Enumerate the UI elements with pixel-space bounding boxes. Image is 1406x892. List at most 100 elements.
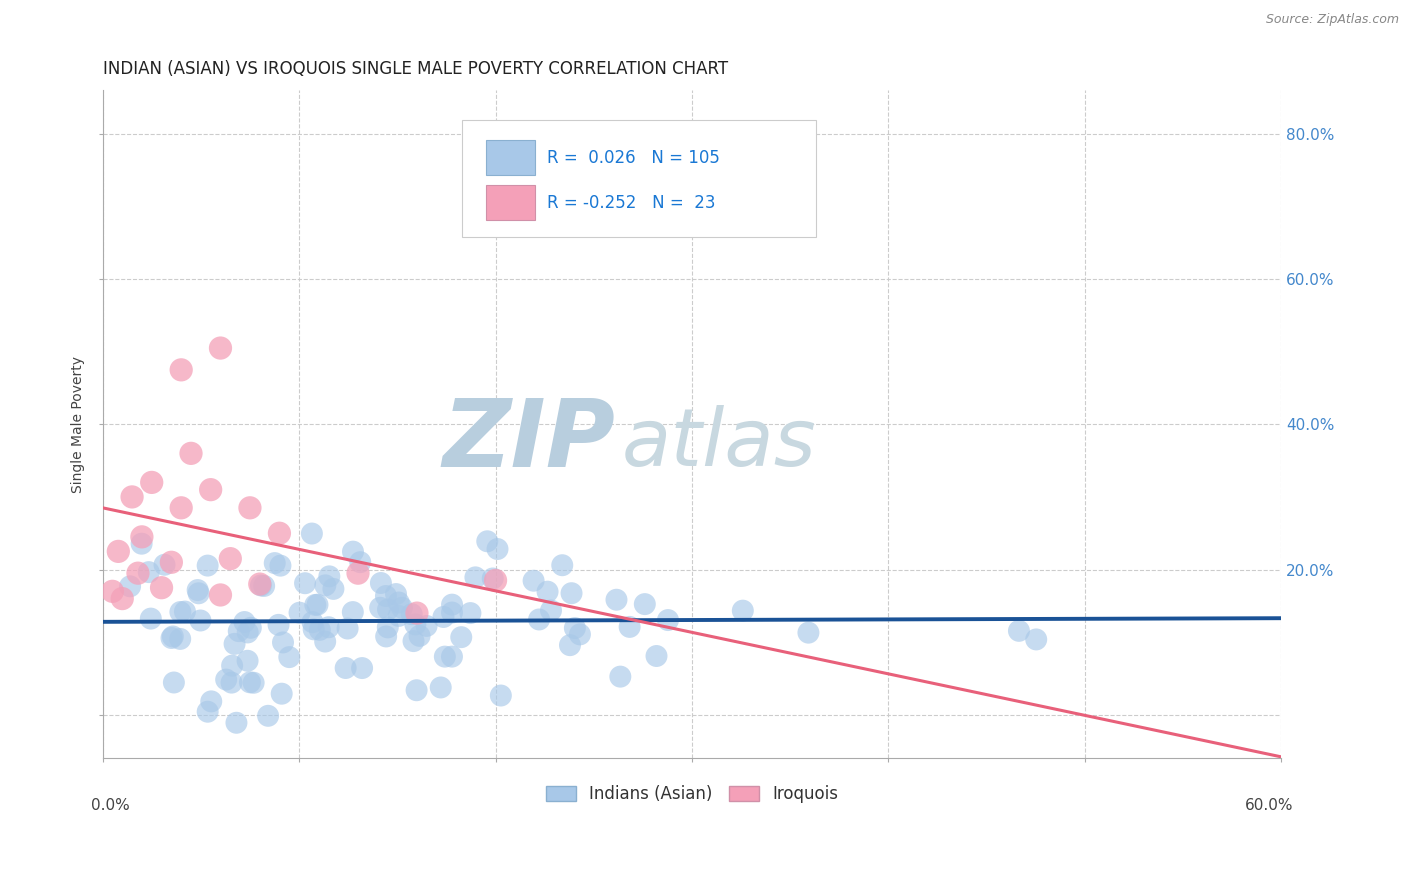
Point [304,598,326,612]
Point [187,586,209,600]
Point [405,683,427,698]
Point [605,592,627,607]
Point [162,630,184,644]
Point [406,606,429,620]
Point [464,570,486,584]
Point [484,574,506,588]
Point [415,619,437,633]
Point [127,566,149,581]
Text: R = -0.252   N =  23: R = -0.252 N = 23 [547,194,716,211]
Point [197,558,219,573]
Point [225,715,247,730]
Point [163,675,186,690]
Point [314,578,336,592]
Point [107,544,129,558]
FancyBboxPatch shape [463,120,815,237]
Point [489,689,512,703]
Point [481,572,503,586]
Point [138,565,160,579]
Text: ZIP: ZIP [443,395,616,487]
Point [391,600,413,615]
Point [209,588,232,602]
Point [402,634,425,648]
Point [301,615,323,629]
Point [370,576,392,591]
Point [131,537,153,551]
Point [307,598,329,612]
Point [558,638,581,652]
Point [568,627,591,641]
Point [160,555,183,569]
Point [408,629,430,643]
Point [233,615,256,629]
Point [120,579,142,593]
Point [197,705,219,719]
Point [634,597,657,611]
Point [250,578,273,592]
Text: Source: ZipAtlas.com: Source: ZipAtlas.com [1265,13,1399,27]
Text: INDIAN (ASIAN) VS IROQUOIS SINGLE MALE POVERTY CORRELATION CHART: INDIAN (ASIAN) VS IROQUOIS SINGLE MALE P… [103,60,728,78]
Point [224,637,246,651]
Point [271,635,294,649]
Point [269,526,291,541]
Point [562,211,585,225]
Point [139,611,162,625]
Point [385,587,408,601]
Point [377,602,399,616]
Point [432,610,454,624]
Point [460,606,482,620]
Point [141,475,163,490]
Point [368,600,391,615]
Point [308,623,330,637]
Point [294,576,316,591]
Point [1025,632,1047,647]
Text: 60.0%: 60.0% [1244,798,1294,814]
Point [200,694,222,708]
Point [349,555,371,569]
Point [101,584,124,599]
Point [401,607,423,621]
Point [301,526,323,541]
Point [377,620,399,634]
Point [441,598,464,612]
Point [221,658,243,673]
Point [564,621,586,635]
Point [645,648,668,663]
Point [239,500,262,515]
Point [187,582,209,597]
Point [236,625,259,640]
Point [221,675,243,690]
Point [335,661,357,675]
Point [236,654,259,668]
Point [450,630,472,644]
Point [731,604,754,618]
Point [560,586,582,600]
Point [302,622,325,636]
Text: atlas: atlas [621,405,815,483]
Point [170,363,193,377]
Point [388,595,411,609]
Point [249,577,271,591]
Point [336,622,359,636]
Point [551,558,574,573]
Point [1008,624,1031,638]
Point [169,632,191,646]
Point [388,608,411,623]
Point [263,556,285,570]
Point [404,617,426,632]
Legend: Indians (Asian), Iroquois: Indians (Asian), Iroquois [538,779,845,810]
Point [160,631,183,645]
Point [477,534,499,549]
Point [153,558,176,572]
Point [131,530,153,544]
Point [433,649,456,664]
Point [619,620,641,634]
Point [269,558,291,573]
Point [200,483,222,497]
Point [267,618,290,632]
Point [657,613,679,627]
Point [190,614,212,628]
Point [278,650,301,665]
Point [486,541,509,556]
Text: R =  0.026   N = 105: R = 0.026 N = 105 [547,149,720,167]
